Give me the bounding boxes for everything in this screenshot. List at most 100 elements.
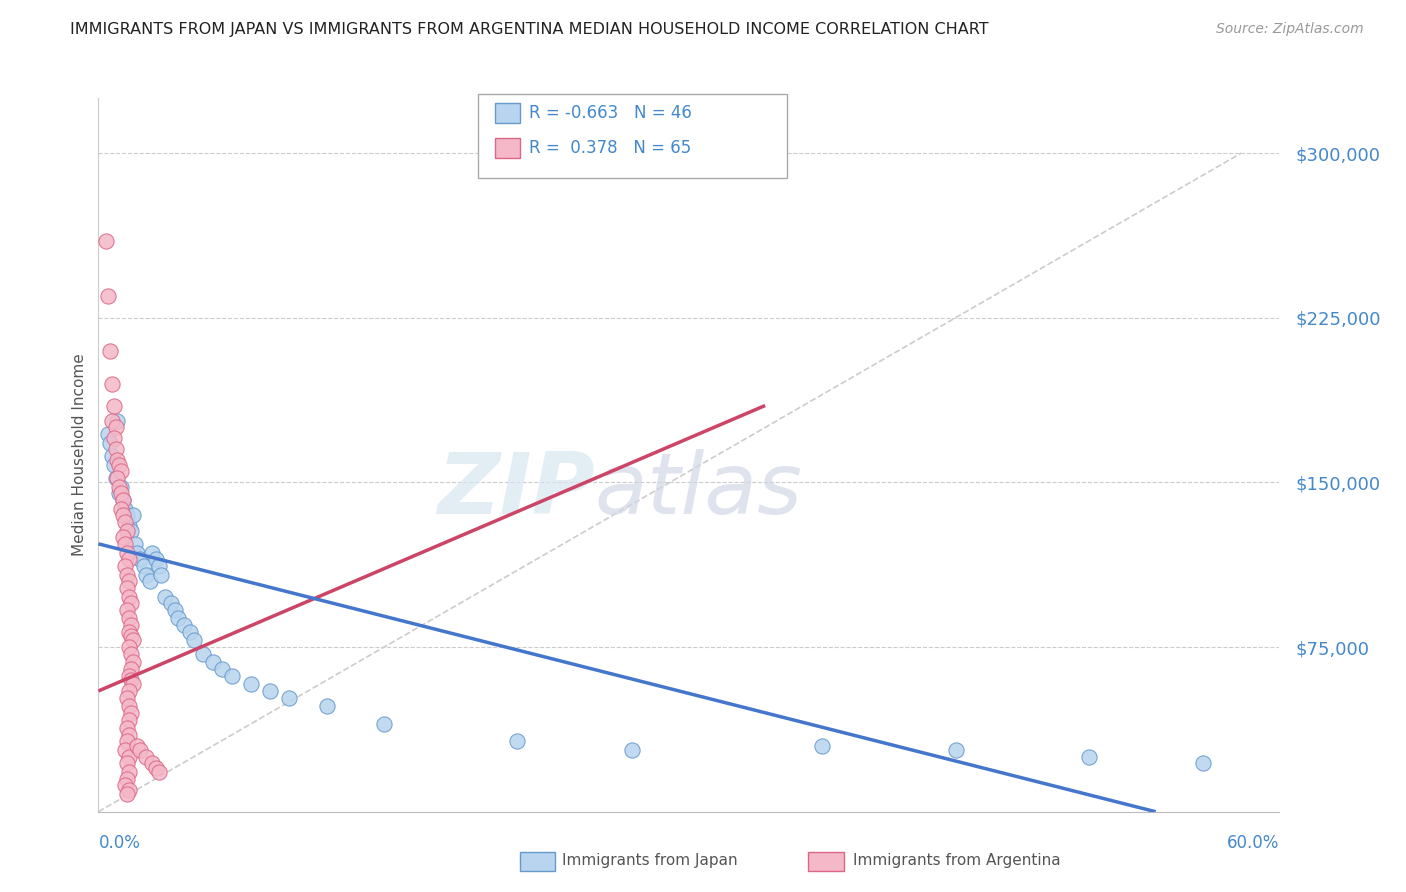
Point [620,743,643,757]
Point [118,728,141,742]
Point [277,690,299,705]
Point [103,432,125,446]
Point [118,699,141,714]
Point [120,706,142,720]
Point [221,668,243,682]
Point [100,414,122,428]
Point [121,656,143,670]
Point [110,464,132,478]
Point [148,765,170,780]
Point [97,427,120,442]
Point [103,399,125,413]
Point [110,501,132,516]
Text: 0.0%: 0.0% [98,834,141,852]
Point [163,603,186,617]
Point [118,574,141,589]
Point [118,640,141,654]
Point [134,558,156,573]
Point [120,618,142,632]
Point [139,574,162,589]
Point [97,289,120,303]
Point [108,486,131,500]
Point [145,552,167,566]
Point [115,734,138,748]
Point [118,519,141,533]
Point [120,596,142,610]
Text: 60.0%: 60.0% [1227,834,1279,852]
Point [115,787,138,801]
Point [118,765,141,780]
Point [120,629,142,643]
Point [121,508,143,523]
Point [118,749,141,764]
Point [107,414,129,428]
Point [114,558,136,573]
Point [103,458,125,472]
Point [811,739,834,753]
Point [135,567,157,582]
Text: ZIP: ZIP [437,449,595,533]
Point [150,567,173,582]
Text: Immigrants from Japan: Immigrants from Japan [562,854,738,868]
Point [118,552,141,566]
Point [201,656,224,670]
Point [167,611,190,625]
Point [115,690,138,705]
Point [94,234,117,248]
Point [141,546,163,560]
Point [173,618,195,632]
Point [1192,756,1215,771]
Point [141,756,163,771]
Point [124,537,146,551]
Point [153,590,176,604]
Point [115,546,138,560]
Point [118,782,141,797]
Point [110,486,132,500]
Text: R = -0.663   N = 46: R = -0.663 N = 46 [529,104,692,122]
Point [118,713,141,727]
Point [118,624,141,639]
Point [112,492,135,507]
Point [114,778,136,792]
Point [110,480,132,494]
Point [107,453,129,467]
Point [120,673,142,687]
Point [1078,749,1101,764]
Point [108,480,131,494]
Point [114,537,136,551]
Point [115,524,138,538]
Point [118,611,141,625]
Point [114,515,136,529]
Point [120,647,142,661]
Point [112,530,135,544]
Point [125,739,148,753]
Point [179,624,201,639]
Point [104,442,127,457]
Point [107,471,129,485]
Point [118,684,141,698]
Text: R =  0.378   N = 65: R = 0.378 N = 65 [529,139,690,157]
Point [316,699,339,714]
Point [118,668,141,682]
Point [159,596,181,610]
Point [115,508,138,523]
Point [100,449,122,463]
Point [121,633,143,648]
Point [373,717,395,731]
Point [100,376,122,391]
Point [112,492,135,507]
Point [115,756,138,771]
Point [104,471,127,485]
Point [115,567,138,582]
Point [183,633,205,648]
Text: Source: ZipAtlas.com: Source: ZipAtlas.com [1216,22,1364,37]
Y-axis label: Median Household Income: Median Household Income [72,353,87,557]
Point [115,581,138,595]
Point [506,734,529,748]
Point [120,662,142,676]
Point [945,743,967,757]
Point [239,677,262,691]
Point [125,546,148,560]
Point [114,501,136,516]
Point [114,743,136,757]
